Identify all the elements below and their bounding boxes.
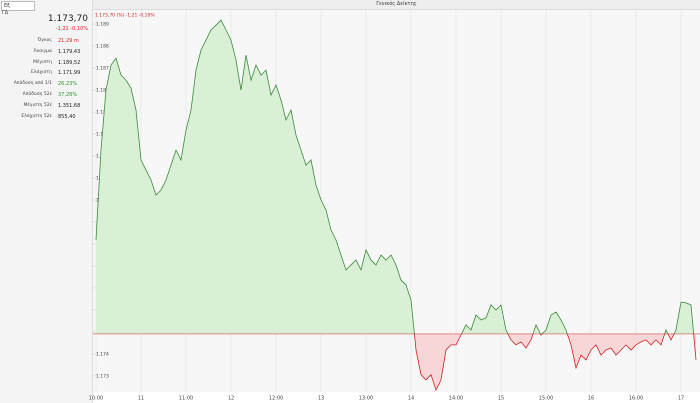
- y-tick-label: 1.189: [96, 22, 109, 28]
- x-tick-label: 11: [138, 396, 144, 402]
- x-tick-label: 10:00: [89, 396, 103, 402]
- y-tick-label: 1.185: [96, 110, 109, 116]
- y-tick-label: 1.188: [96, 44, 109, 50]
- x-tick-label: 11:00: [179, 396, 193, 402]
- stat-label: Απόδοση 52ε: [22, 92, 52, 97]
- stat-value: 21,29 m: [58, 38, 79, 44]
- stat-value: 855,40: [58, 113, 76, 120]
- y-tick-label: 1.173: [96, 373, 109, 379]
- y-tick-label: 1.187: [96, 66, 109, 72]
- x-tick-label: 12:00: [269, 396, 283, 402]
- stat-row: Ελάχιστη 1.171,99: [0, 70, 92, 80]
- area-down: [414, 333, 696, 390]
- x-tick-label: 17: [678, 396, 684, 402]
- x-tick-label: 15:00: [539, 396, 553, 402]
- x-tick-label: 14:00: [449, 396, 463, 402]
- stat-label: Άνοιγμα: [33, 48, 52, 54]
- stat-label: Απόδοση από 1/1: [13, 81, 52, 87]
- stat-label: Ελάχιστη 52ε: [21, 113, 52, 119]
- stat-label: Μέγιστη: [33, 59, 52, 65]
- x-tick-label: 13: [318, 396, 324, 402]
- stat-row: Μέγιστη 1.189,52: [0, 60, 92, 70]
- line-down: [413, 333, 697, 392]
- search-input[interactable]: Εξ: [1, 1, 35, 11]
- stat-label: Μέγιστη 52ε: [23, 102, 52, 108]
- stat-row: Μέγιστη 52ε 1.351,68: [0, 103, 92, 113]
- stat-value: 1.189,52: [58, 59, 81, 66]
- stat-row: Άνοιγμα 1.179,43: [0, 49, 92, 59]
- stat-row: Απόδοση από 1/1 26,23%: [0, 81, 92, 91]
- quote-panel: Εξ ΓΔ 1.173,70 -1,21 -0,10% Όγκος 21,29 m…: [0, 0, 93, 403]
- y-tick-label: 1.174: [96, 351, 109, 357]
- stat-value: 1.171,99: [58, 70, 81, 77]
- x-tick-label: 14: [408, 396, 414, 402]
- chart-annotation: 1.173,70 (%) -1,21 -0,10%: [95, 13, 155, 19]
- chart-title: Γενικός Δείκτης: [93, 0, 700, 10]
- stat-row: Απόδοση 52ε 37,28%: [0, 92, 92, 102]
- stat-row: Ελάχιστη 52ε 855,40: [0, 114, 92, 124]
- x-tick-label: 12: [228, 396, 234, 402]
- area-up: [96, 20, 696, 334]
- symbol-code: ΓΔ: [2, 10, 9, 16]
- y-tick-label: 1.186: [96, 88, 109, 94]
- x-tick-label: 15: [498, 396, 504, 402]
- stat-value: 1.351,68: [58, 102, 81, 109]
- stat-row: Όγκος 21,29 m: [0, 38, 92, 48]
- stat-value: 1.179,43: [58, 48, 81, 55]
- stat-value: 26,23%: [58, 81, 78, 88]
- last-price: 1.173,70: [47, 14, 88, 24]
- stat-value: 37,28%: [58, 92, 78, 98]
- line-up: [95, 19, 695, 334]
- x-tick-label: 16: [588, 396, 594, 402]
- stat-label: Όγκος: [37, 38, 52, 43]
- price-change: -1,21 -0,10%: [55, 26, 88, 32]
- stat-label: Ελάχιστη: [30, 70, 52, 76]
- x-tick-label: 13:00: [359, 396, 373, 402]
- x-tick-label: 16:00: [629, 396, 643, 402]
